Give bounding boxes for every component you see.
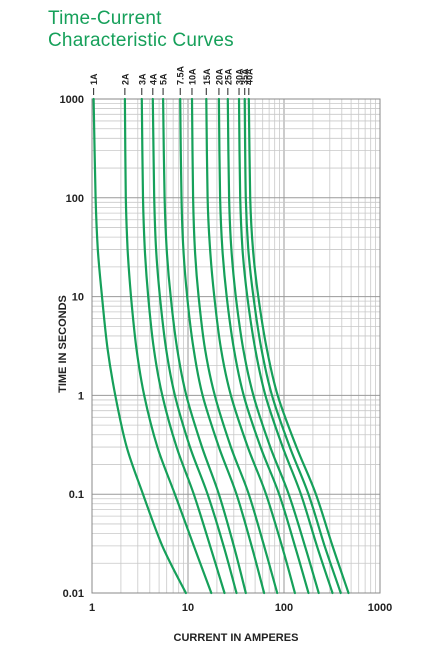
rating-label: 25A bbox=[223, 68, 233, 85]
rating-label: 5A bbox=[159, 73, 169, 85]
rating-label: 30A bbox=[235, 68, 245, 85]
rating-label: 20A bbox=[214, 68, 224, 85]
rating-label: 2A bbox=[120, 73, 130, 85]
fuse-curve bbox=[92, 97, 187, 595]
chart-title-line-1: Time-Current bbox=[48, 8, 162, 29]
fuse-curve bbox=[237, 97, 334, 595]
rating-label: 35A bbox=[240, 68, 250, 85]
y-tick-label: 0.01 bbox=[63, 588, 84, 600]
rating-label: 1A bbox=[89, 73, 99, 85]
y-tick-label: 0.1 bbox=[69, 489, 84, 501]
x-tick-label: 100 bbox=[275, 602, 293, 614]
y-tick-label: 100 bbox=[66, 193, 84, 205]
x-axis-title: CURRENT IN AMPERES bbox=[174, 632, 299, 644]
x-tick-label: 1000 bbox=[368, 602, 392, 614]
fuse-curve bbox=[217, 97, 310, 595]
chart-curves bbox=[92, 97, 350, 595]
chart-title: Time-Current Characteristic Curves bbox=[48, 8, 234, 52]
y-tick-label: 10 bbox=[72, 292, 84, 304]
chart-grid bbox=[91, 98, 381, 594]
fuse-curve bbox=[226, 97, 320, 595]
x-tick-label: 10 bbox=[182, 602, 194, 614]
fuse-curve bbox=[243, 97, 342, 595]
fuse-curve bbox=[140, 97, 226, 595]
rating-label: 40A bbox=[244, 68, 254, 85]
fuse-curve bbox=[205, 97, 296, 595]
rating-label: 3A bbox=[137, 73, 147, 85]
y-tick-label: 1 bbox=[78, 390, 84, 402]
rating-label: 4A bbox=[148, 73, 158, 85]
chart-title-line-2: Characteristic Curves bbox=[48, 30, 234, 51]
chart-labels: 1 10 100 1000 1000 100 10 1 0.1 0.01 1A 2A 3A 4A 5A 7.5… bbox=[60, 65, 393, 614]
fuse-curve bbox=[190, 97, 279, 595]
fuse-curve bbox=[247, 97, 350, 595]
rating-label: 10A bbox=[188, 68, 198, 85]
fuse-curve bbox=[162, 97, 247, 595]
x-tick-label: 1 bbox=[89, 602, 95, 614]
fuse-curve bbox=[123, 97, 213, 595]
y-axis-title: TIME IN SECONDS bbox=[57, 295, 69, 393]
rating-label: 7.5A bbox=[176, 65, 186, 85]
y-tick-label: 1000 bbox=[60, 94, 84, 106]
rating-label: 15A bbox=[202, 68, 212, 85]
fuse-curve bbox=[179, 97, 266, 595]
fuse-curve bbox=[151, 97, 238, 595]
